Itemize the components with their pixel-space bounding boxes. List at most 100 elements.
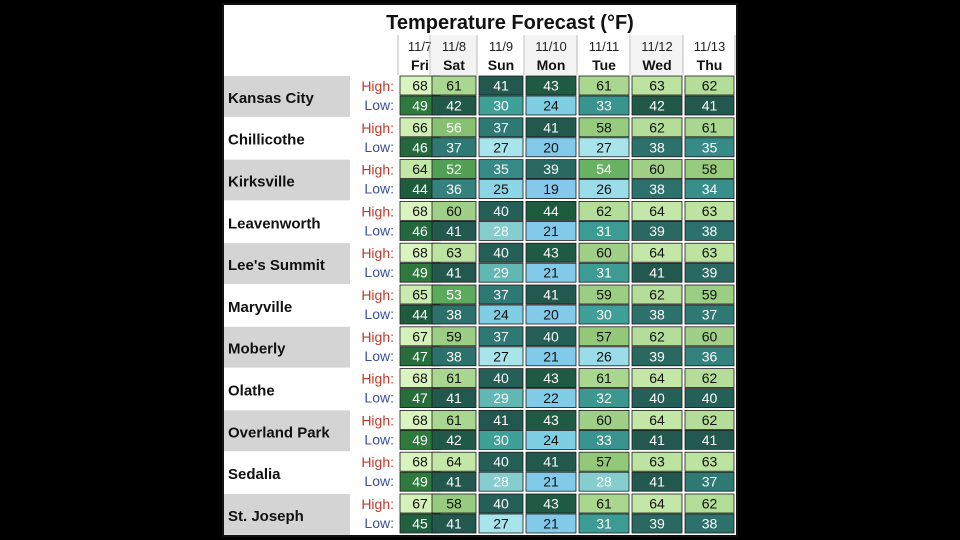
- high-label: High:: [361, 412, 394, 428]
- temp-value-high: 41: [543, 454, 559, 470]
- temp-value-low: 37: [702, 474, 718, 490]
- temp-cell-high: [478, 117, 524, 138]
- temp-cell-low: [431, 346, 477, 367]
- temp-value-low: 19: [543, 181, 559, 197]
- temp-cell-high: [525, 75, 577, 96]
- date-label: 11/8: [442, 39, 466, 54]
- temp-cell-low: [631, 220, 683, 241]
- temp-cell-low: [578, 179, 630, 200]
- temp-value-low: 30: [493, 432, 509, 448]
- temp-value-low: 31: [596, 223, 612, 239]
- temp-value-high: 68: [412, 203, 428, 219]
- temp-cell-high: [684, 242, 735, 263]
- city-name: Maryville: [228, 299, 292, 316]
- temp-value-high: 64: [649, 203, 665, 219]
- temp-cell-high: [631, 159, 683, 180]
- temp-cell-high: [684, 117, 735, 138]
- temp-cell-low: [431, 513, 477, 534]
- label-band: [351, 285, 397, 326]
- city-name: Olathe: [228, 383, 275, 400]
- temp-value-high: 63: [702, 454, 718, 470]
- temp-value-high: 62: [649, 287, 665, 303]
- temp-value-high: 56: [446, 119, 462, 135]
- temp-value-high: 40: [543, 328, 559, 344]
- temp-value-high: 64: [446, 454, 462, 470]
- date-label: 11/13: [694, 39, 726, 54]
- temp-value-low: 41: [446, 223, 462, 239]
- temp-cell-high: [431, 200, 477, 221]
- city-name: Kirksville: [228, 174, 295, 191]
- temp-value-high: 62: [649, 328, 665, 344]
- city-band: [224, 326, 350, 368]
- city-name: Moberly: [228, 341, 286, 358]
- day-label: Sat: [443, 57, 465, 73]
- low-label: Low:: [364, 306, 394, 322]
- city-name: St. Joseph: [228, 508, 304, 525]
- temp-value-high: 67: [412, 328, 428, 344]
- temp-cell-low: [684, 471, 735, 492]
- temp-cell-high: [431, 159, 477, 180]
- temp-value-low: 29: [493, 265, 509, 281]
- temp-value-high: 60: [596, 412, 612, 428]
- temp-cell-high: [684, 284, 735, 305]
- temp-value-low: 33: [596, 432, 612, 448]
- temp-cell-low: [431, 137, 477, 158]
- temp-value-low: 46: [412, 223, 428, 239]
- temp-cell-low: [525, 220, 577, 241]
- temp-cell-low: [578, 429, 630, 450]
- temp-cell-high: [578, 493, 630, 514]
- low-label: Low:: [364, 348, 394, 364]
- temp-value-low: 28: [493, 223, 509, 239]
- temp-cell-low: [631, 388, 683, 409]
- temp-value-high: 57: [596, 328, 612, 344]
- temp-cell-high: [631, 75, 683, 96]
- temp-cell-low: [684, 95, 735, 116]
- temp-value-low: 42: [446, 98, 462, 114]
- temp-value-low: 41: [649, 432, 665, 448]
- temp-cell-low: [631, 95, 683, 116]
- temp-cell-low: [431, 471, 477, 492]
- chart-title: Temperature Forecast (°F): [386, 12, 634, 34]
- temp-cell-high: [525, 326, 577, 347]
- temp-value-high: 63: [702, 203, 718, 219]
- temp-cell-high: [431, 493, 477, 514]
- temp-value-low: 22: [543, 390, 559, 406]
- temp-value-low: 27: [493, 139, 509, 155]
- temp-value-low: 49: [412, 265, 428, 281]
- temp-value-low: 41: [446, 390, 462, 406]
- label-band: [351, 368, 397, 410]
- temp-cell-high: [478, 368, 524, 389]
- temp-cell-high: [431, 117, 477, 138]
- header-cell-5: [631, 35, 683, 75]
- temp-cell-high: [578, 75, 630, 96]
- temp-value-low: 39: [649, 223, 665, 239]
- temp-value-low: 39: [649, 516, 665, 532]
- temp-cell-high: [684, 326, 735, 347]
- temp-cell-high: [478, 493, 524, 514]
- low-label: Low:: [364, 473, 394, 489]
- forecast-table: Temperature Forecast (°F) 11/7 Fri 11/8 Sat…: [224, 12, 736, 535]
- temp-value-high: 67: [412, 496, 428, 512]
- temp-cell-low: [631, 179, 683, 200]
- temp-value-high: 43: [543, 370, 559, 386]
- city-name: Sedalia: [228, 466, 281, 483]
- temp-cell-low: [478, 137, 524, 158]
- temp-cell-low: [631, 513, 683, 534]
- temp-cell-low: [478, 95, 524, 116]
- temp-value-high: 66: [412, 119, 428, 135]
- temp-cell-high: [631, 409, 683, 430]
- date-label: 11/12: [641, 39, 673, 54]
- temp-value-low: 41: [446, 265, 462, 281]
- temp-value-low: 38: [649, 307, 665, 323]
- temp-cell-high: [525, 451, 577, 472]
- temp-cell-low: [431, 179, 477, 200]
- temp-cell-low: [525, 262, 577, 283]
- day-label: Thu: [697, 57, 723, 73]
- city-band: [224, 159, 350, 201]
- temp-cell-low: [578, 137, 630, 158]
- temp-value-low: 46: [412, 139, 428, 155]
- temp-cell-low: [578, 220, 630, 241]
- temp-value-low: 38: [702, 516, 718, 532]
- temp-value-low: 29: [493, 390, 509, 406]
- day-label: Tue: [592, 57, 616, 73]
